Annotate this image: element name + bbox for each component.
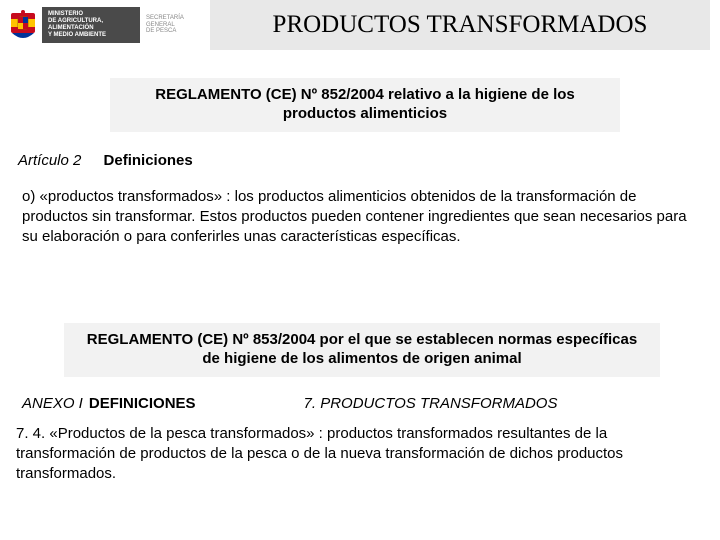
regulation-box-1: REGLAMENTO (CE) Nº 852/2004 relativo a l… — [110, 78, 620, 132]
secretaria-line2: DE PESCA — [146, 28, 196, 35]
ministry-line2: DE AGRICULTURA, ALIMENTACIÓN — [48, 18, 134, 32]
secretaria-label: SECRETARÍA GENERAL DE PESCA — [146, 15, 196, 35]
anexo-section: 7. PRODUCTOS TRANSFORMADOS — [304, 395, 558, 412]
secretaria-line1: SECRETARÍA GENERAL — [146, 15, 196, 28]
anexo-definiciones: DEFINICIONES — [89, 395, 196, 412]
spain-coat-icon — [8, 9, 38, 41]
regulation-box-2: REGLAMENTO (CE) Nº 853/2004 por el que s… — [64, 323, 660, 377]
logo-block: MINISTERIO DE AGRICULTURA, ALIMENTACIÓN … — [0, 0, 210, 50]
anexo-label: ANEXO I — [22, 395, 83, 412]
paragraph-1: o) «productos transformados» : los produ… — [22, 187, 698, 248]
paragraph-2: 7. 4. «Productos de la pesca transformad… — [16, 424, 698, 485]
article-title: Definiciones — [104, 152, 193, 169]
ministry-line3: Y MEDIO AMBIENTE — [48, 32, 134, 39]
article-number: Artículo 2 — [18, 152, 81, 169]
ministry-line1: MINISTERIO — [48, 11, 134, 18]
ministry-label: MINISTERIO DE AGRICULTURA, ALIMENTACIÓN … — [42, 7, 140, 44]
slide-title: PRODUCTOS TRANSFORMADOS — [210, 0, 710, 50]
anexo-heading: ANEXO I DEFINICIONES 7. PRODUCTOS TRANSF… — [22, 395, 720, 412]
header: MINISTERIO DE AGRICULTURA, ALIMENTACIÓN … — [0, 0, 720, 50]
article-heading: Artículo 2 Definiciones — [18, 152, 720, 169]
